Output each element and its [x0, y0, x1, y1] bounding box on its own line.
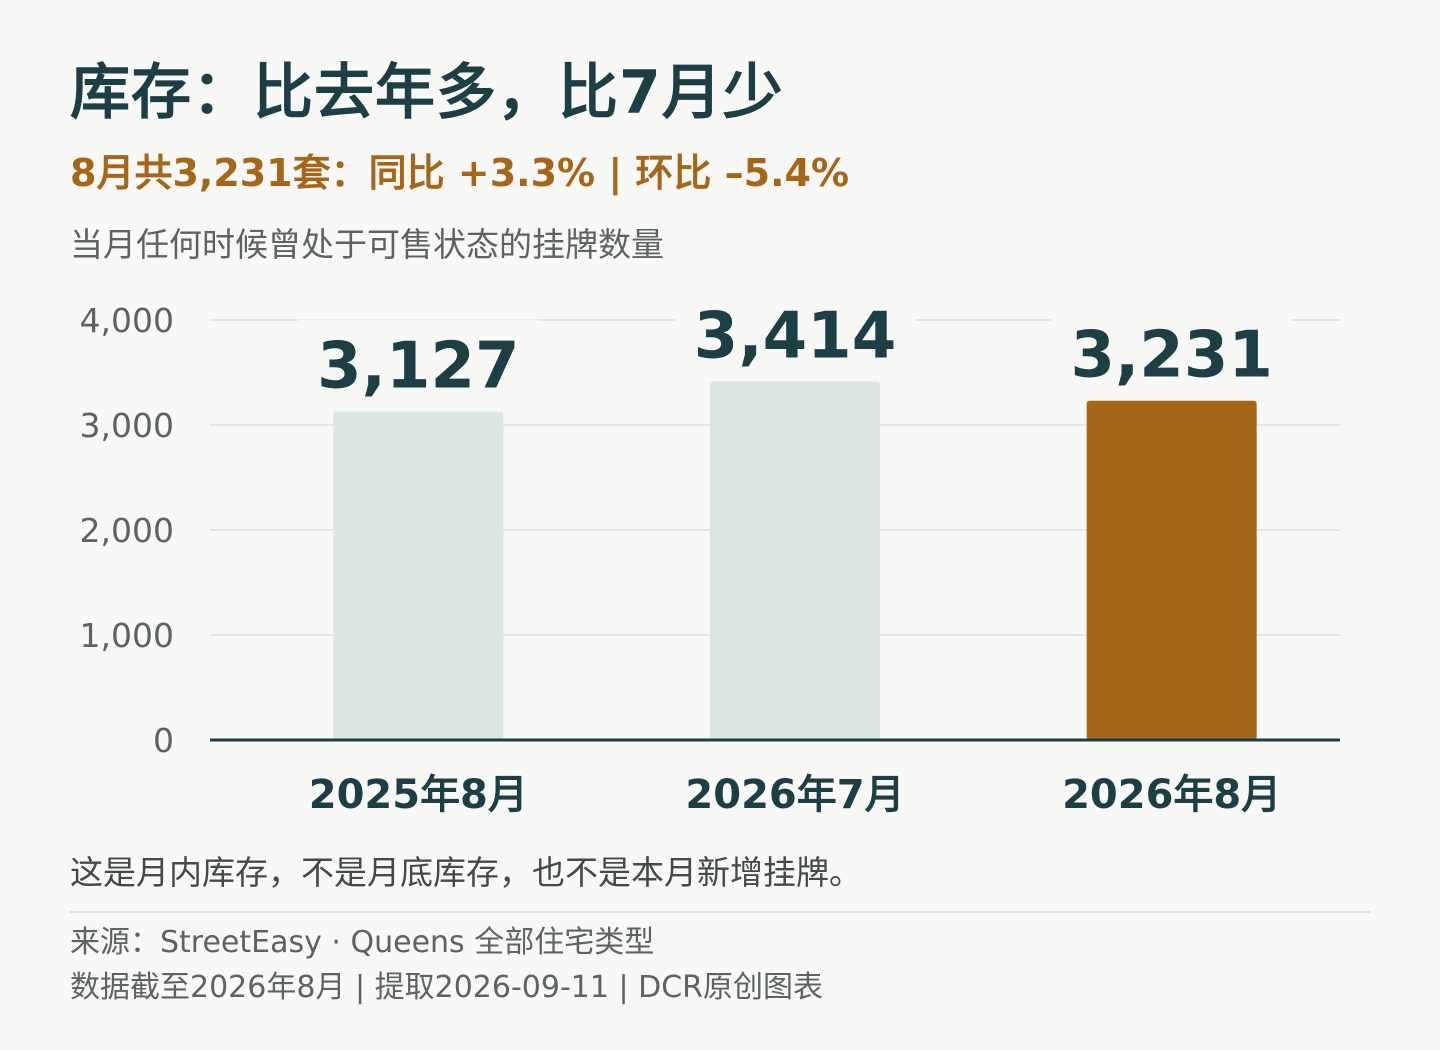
- bar: [1087, 401, 1257, 740]
- bar-value-label: 3,127: [317, 330, 519, 404]
- dateline: 数据截至2026年8月 | 提取2026-09-11 | DCR原创图表: [70, 962, 823, 1006]
- chart-note: 这是月内库存，不是月底库存，也不是本月新增挂牌。: [70, 846, 862, 894]
- x-category-label: 2026年7月: [685, 772, 904, 818]
- y-tick-label: 4,000: [80, 301, 174, 340]
- bar: [333, 412, 503, 740]
- bar: [710, 382, 880, 740]
- x-category-label: 2026年8月: [1062, 772, 1281, 818]
- bar-value-label: 3,414: [694, 300, 896, 374]
- y-tick-label: 0: [153, 721, 174, 760]
- y-tick-label: 3,000: [80, 406, 174, 445]
- y-tick-label: 2,000: [80, 511, 174, 550]
- y-tick-label: 1,000: [80, 616, 174, 655]
- bar-chart: 0 1,000 2,000 3,000 4,000 3,127 2025年8月 3,414 20…: [0, 0, 1440, 840]
- footer-divider: [70, 911, 1370, 913]
- x-category-label: 2025年8月: [309, 772, 528, 818]
- bar-value-label: 3,231: [1070, 319, 1272, 393]
- source-line: 来源：StreetEasy · Queens 全部住宅类型: [70, 917, 654, 961]
